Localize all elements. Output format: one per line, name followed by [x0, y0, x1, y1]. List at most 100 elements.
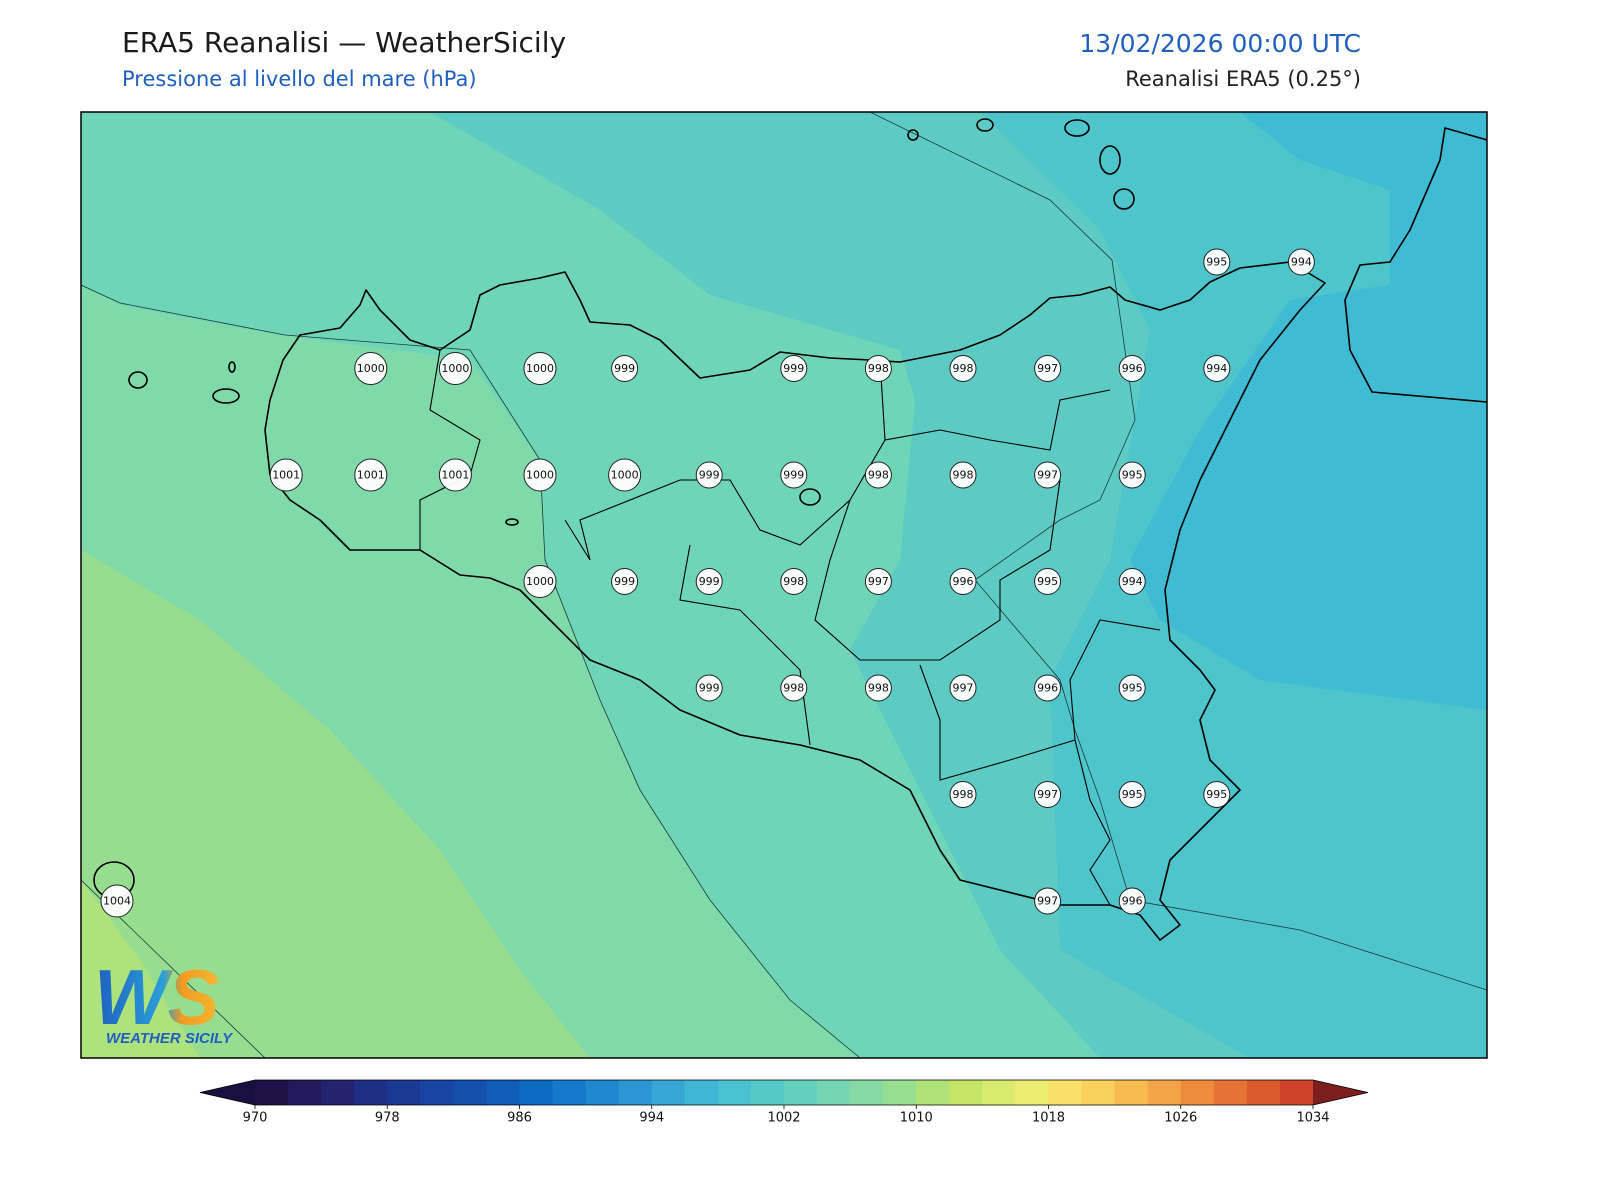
station-marker — [1034, 568, 1062, 595]
station-marker — [864, 355, 892, 382]
station-marker — [949, 781, 977, 808]
station-marker — [354, 352, 388, 385]
colorbar-bin — [949, 1080, 983, 1105]
station-value: 998 — [868, 469, 889, 482]
field-band — [1130, 112, 1487, 710]
colorbar-under — [200, 1080, 255, 1105]
colorbar-bin — [850, 1080, 884, 1105]
station-value: 994 — [1291, 256, 1312, 269]
station-marker — [695, 674, 723, 702]
station-marker — [1203, 781, 1231, 808]
station-marker — [864, 461, 892, 489]
island — [228, 361, 236, 373]
station-marker — [695, 568, 723, 595]
station-marker — [1118, 461, 1146, 489]
station-marker — [780, 568, 808, 595]
station-marker — [269, 458, 303, 492]
station-value: 995 — [1122, 788, 1143, 801]
station-value: 997 — [1037, 788, 1058, 801]
island — [907, 129, 919, 141]
station-marker — [949, 461, 977, 489]
colorbar-bin — [552, 1080, 587, 1105]
station-marker — [1118, 568, 1146, 595]
colorbar-bin — [420, 1080, 454, 1105]
colorbar-tick-label: 1026 — [1164, 1111, 1197, 1126]
colorbar-tick-label: 994 — [639, 1111, 664, 1126]
island — [505, 518, 519, 526]
station-marker — [1118, 781, 1146, 808]
title: ERA5 Reanalisi — WeatherSicily — [122, 26, 566, 59]
colorbar-bin — [1279, 1080, 1314, 1105]
logo-text: WEATHER SICILY — [106, 1030, 234, 1047]
station-marker — [780, 674, 808, 702]
field-band — [81, 550, 590, 1058]
station-value: 1001 — [441, 469, 469, 482]
station-marker — [864, 674, 892, 702]
colorbar-bin — [750, 1080, 785, 1105]
station-marker — [864, 568, 892, 595]
station-value: 997 — [953, 682, 974, 695]
colorbar-bin — [1015, 1080, 1049, 1105]
coastline — [1344, 127, 1487, 403]
station-value: 997 — [1037, 895, 1058, 908]
station-value: 995 — [1122, 682, 1143, 695]
colorbar-bin — [453, 1080, 487, 1105]
station-marker — [1034, 887, 1062, 915]
station-marker — [1034, 355, 1062, 382]
province-border — [884, 389, 1111, 451]
station-value: 1000 — [441, 362, 469, 375]
province-border — [814, 479, 1061, 661]
station-value: 1000 — [357, 362, 385, 375]
station-labels: 995 994 1000 1000 1000 999 999 998 998 997 996 994 1… — [100, 248, 1315, 918]
station-value: 998 — [953, 788, 974, 801]
colorbar-bin — [1048, 1080, 1083, 1105]
station-value: 1004 — [103, 895, 131, 908]
station-marker — [611, 355, 639, 382]
colorbar-bin — [883, 1080, 917, 1105]
station-value: 996 — [1122, 895, 1143, 908]
province-border — [919, 619, 1161, 781]
station-value: 996 — [953, 575, 974, 588]
logo-mark: WS — [94, 953, 220, 1041]
station-value: 998 — [783, 682, 804, 695]
station-marker — [523, 458, 557, 492]
colorbar-bin — [1180, 1080, 1215, 1105]
colorbar-bin — [387, 1080, 421, 1105]
station-value: 999 — [699, 469, 720, 482]
colorbar-tick-label: 1010 — [900, 1111, 933, 1126]
station-marker — [100, 884, 134, 918]
station-value: 1001 — [357, 469, 385, 482]
station-value: 998 — [868, 362, 889, 375]
station-value: 995 — [1037, 575, 1058, 588]
station-marker — [780, 355, 808, 382]
coastline — [264, 261, 1326, 941]
source: Reanalisi ERA5 (0.25°) — [1125, 67, 1361, 91]
station-value: 999 — [699, 682, 720, 695]
colorbar-tick-label: 986 — [507, 1111, 532, 1126]
province-border — [1074, 739, 1111, 906]
station-marker — [1203, 355, 1231, 382]
station-marker — [949, 674, 977, 702]
border-line — [81, 284, 861, 1058]
colorbar-bin — [1081, 1080, 1116, 1105]
colorbar-bin — [1213, 1080, 1248, 1105]
colorbar-tick-label: 1002 — [767, 1111, 800, 1126]
province-border — [419, 349, 481, 550]
colorbar-tick-label: 978 — [375, 1111, 400, 1126]
island — [1113, 188, 1135, 210]
station-value: 994 — [1206, 362, 1227, 375]
station-value: 994 — [1122, 575, 1143, 588]
station-value: 999 — [783, 469, 804, 482]
station-marker — [1287, 248, 1315, 276]
station-value: 995 — [1206, 788, 1227, 801]
colorbar-bin — [717, 1080, 752, 1105]
colorbar-bin — [817, 1080, 851, 1105]
station-marker — [354, 458, 388, 492]
datetime: 13/02/2026 00:00 UTC — [1079, 29, 1361, 58]
station-marker — [523, 352, 557, 385]
station-value: 999 — [614, 575, 635, 588]
station-value: 1000 — [526, 575, 554, 588]
station-value: 999 — [699, 575, 720, 588]
station-value: 1000 — [526, 362, 554, 375]
